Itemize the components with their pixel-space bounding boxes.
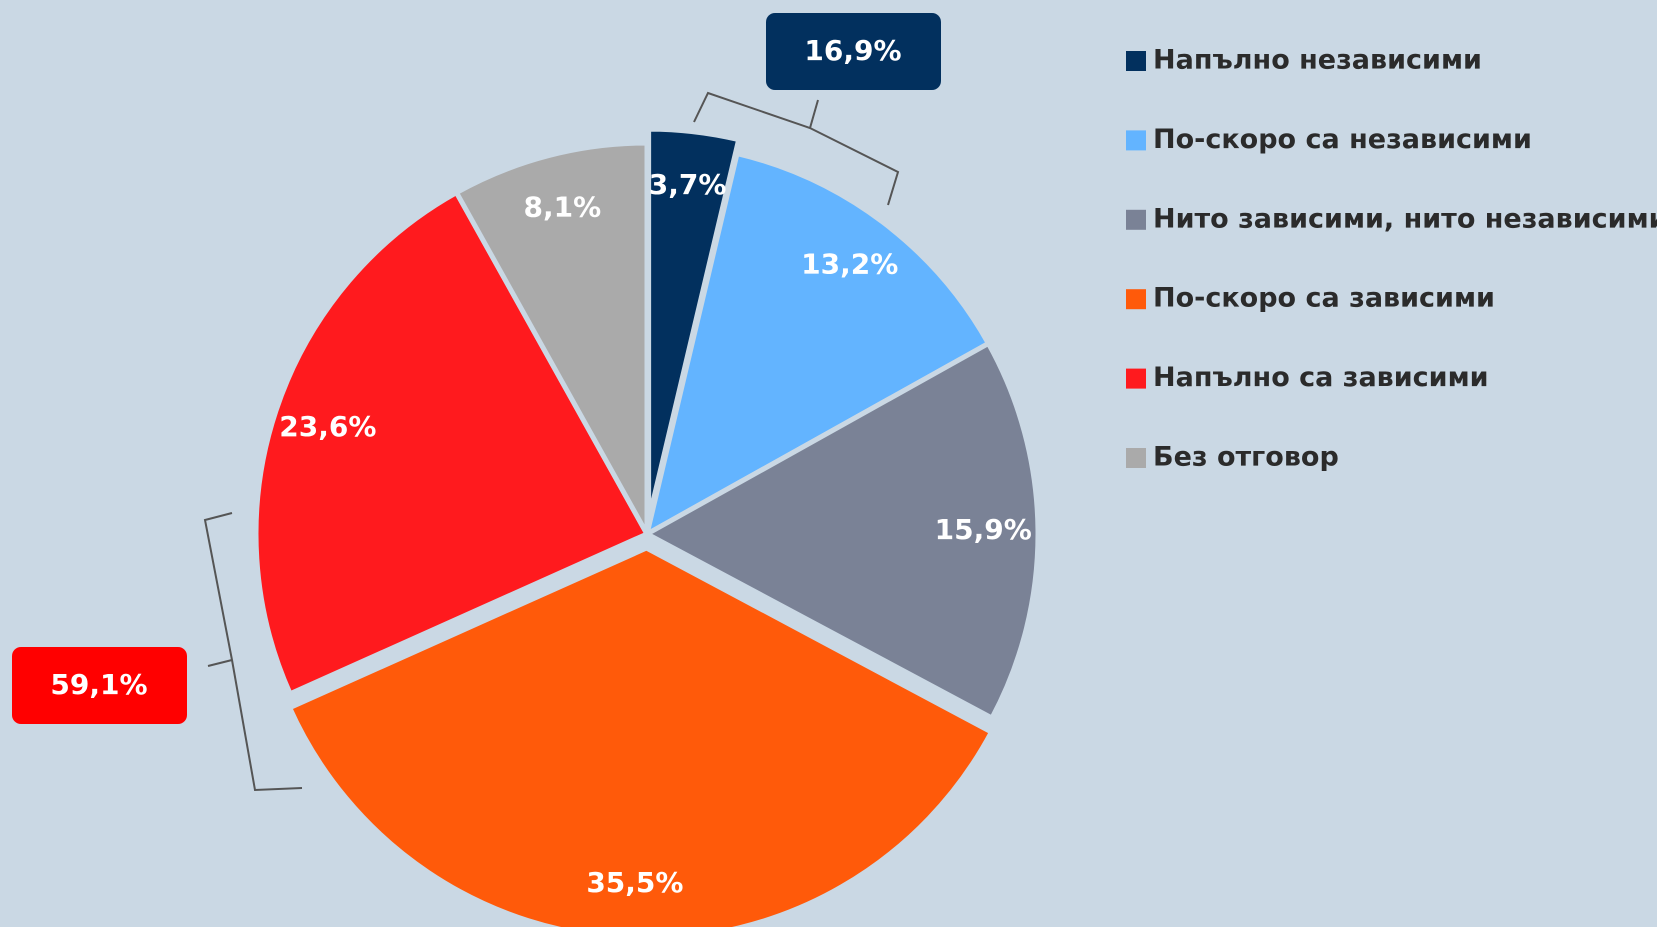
pie-slice bbox=[253, 189, 651, 698]
data-label: 13,2% bbox=[801, 248, 898, 281]
legend-swatch bbox=[1126, 209, 1146, 230]
legend-swatch bbox=[1126, 130, 1146, 151]
pie-slice bbox=[641, 340, 1041, 722]
data-label: 23,6% bbox=[279, 410, 376, 443]
legend-label: Напълно са зависими bbox=[1153, 362, 1489, 393]
data-label: 3,7% bbox=[649, 168, 727, 201]
pie: 3,7% 13,2% 15,9% 35,5% 23,6% 8,1% bbox=[253, 126, 1041, 927]
legend-label: По-скоро са независими bbox=[1153, 124, 1532, 155]
legend-label: Напълно независими bbox=[1153, 45, 1482, 76]
annotation-box bbox=[12, 647, 187, 724]
pie-slice bbox=[643, 150, 992, 539]
data-label: 8,1% bbox=[524, 191, 602, 224]
legend-swatch bbox=[1126, 368, 1146, 389]
pie-slice bbox=[453, 140, 650, 544]
legend-label: По-скоро са зависими bbox=[1153, 283, 1495, 314]
legend-swatch bbox=[1126, 448, 1146, 468]
legend: Напълно независими По-скоро са независими… bbox=[1126, 45, 1657, 473]
annotation: 59,1% bbox=[50, 668, 147, 701]
pie-slice bbox=[286, 545, 995, 927]
legend-label: Без отговор bbox=[1153, 442, 1339, 473]
legend-swatch bbox=[1126, 51, 1146, 71]
annotation: 16,9% bbox=[804, 34, 901, 67]
bracket bbox=[207, 659, 233, 667]
data-label: 15,9% bbox=[935, 513, 1032, 546]
legend-label: Нито зависими, нито независими bbox=[1153, 203, 1657, 234]
legend-swatch bbox=[1126, 289, 1146, 310]
data-label: 35,5% bbox=[586, 866, 683, 899]
annotation-box bbox=[766, 13, 941, 90]
bracket bbox=[809, 99, 819, 129]
